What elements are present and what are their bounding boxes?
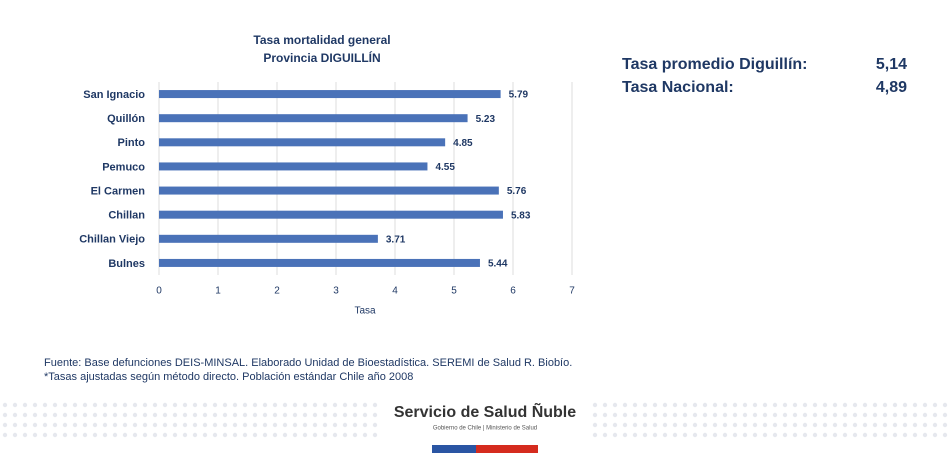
summary-label: Tasa promedio Diguillín: [622,56,808,73]
data-label: 5.76 [507,186,527,197]
data-label: 4.55 [435,162,455,173]
data-label: 5.44 [488,259,508,270]
flag-blue [432,445,476,453]
data-label: 5.23 [476,114,496,125]
bar [159,186,499,195]
x-tick-label: 4 [392,286,398,297]
summary-value: 4,89 [876,79,907,96]
bar [159,234,378,243]
logo-name: Servicio de Salud Ñuble [394,401,576,421]
summary-label: Tasa Nacional: [622,79,734,96]
bar [159,90,501,99]
bar [159,138,446,147]
flag-red [476,445,538,453]
summary-value: 5,14 [876,56,907,73]
bar [159,210,503,219]
logo-bg [380,398,590,438]
footnote: Fuente: Base defunciones DEIS-MINSAL. El… [44,357,572,369]
footnote: *Tasas ajustadas según método directo. P… [44,371,413,383]
y-tick-label: San Ignacio [83,89,145,101]
x-tick-label: 3 [333,286,339,297]
data-label: 5.83 [511,210,531,221]
x-tick-label: 7 [569,286,575,297]
x-tick-label: 2 [274,286,280,297]
x-tick-label: 6 [510,286,516,297]
x-axis-label: Tasa [354,306,376,317]
logo-tagline: Gobierno de Chile | Ministerio de Salud [433,426,537,432]
bar [159,162,428,171]
y-tick-label: El Carmen [91,185,146,197]
y-tick-label: Pemuco [102,161,145,173]
data-label: 5.79 [509,90,529,101]
x-tick-label: 0 [156,286,162,297]
data-label: 3.71 [386,234,406,245]
y-tick-label: Pinto [118,137,146,149]
bar [159,114,468,123]
data-label: 4.85 [453,138,473,149]
x-tick-label: 5 [451,286,457,297]
bar [159,258,480,267]
y-tick-label: Quillón [107,113,145,125]
y-tick-label: Chillan Viejo [79,234,145,246]
y-tick-label: Bulnes [108,258,145,270]
chart-title: Tasa mortalidad general [253,33,390,47]
x-tick-label: 1 [215,286,221,297]
chart-subtitle: Provincia DIGUILLÍN [263,50,380,65]
y-tick-label: Chillan [108,210,145,222]
